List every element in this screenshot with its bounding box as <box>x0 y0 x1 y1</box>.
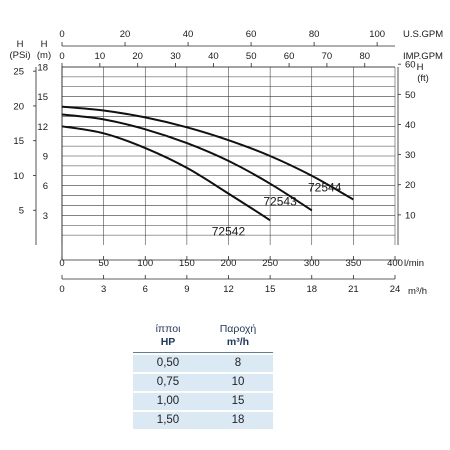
us-gpm-unit-label: U.S.GPM <box>403 29 443 40</box>
m3h-tick-label: 6 <box>143 284 148 295</box>
table-row: 1,50 18 <box>133 412 273 429</box>
m-axis-title: H <box>41 39 48 50</box>
lmin-tick-label: 100 <box>137 258 153 269</box>
header-m3h: m³/h <box>226 336 250 348</box>
us-gpm-tick-label: 20 <box>120 29 131 40</box>
psi-tick-label: 5 <box>19 206 24 217</box>
axes <box>35 45 400 280</box>
us-gpm-tick-label: 80 <box>309 29 320 40</box>
series-label-72544: 72544 <box>308 181 342 195</box>
m3h-tick-label: 24 <box>390 284 401 295</box>
lmin-tick-label: 350 <box>345 258 361 269</box>
m-tick-label: 9 <box>43 152 48 163</box>
grid <box>61 66 396 245</box>
m-tick-label: 6 <box>43 181 48 192</box>
m3h-tick-label: 12 <box>223 284 234 295</box>
ft-tick-label: 30 <box>405 150 416 161</box>
lmin-tick-label: 50 <box>98 258 109 269</box>
lmin-tick-label: 250 <box>262 258 278 269</box>
ft-tick-label: 20 <box>405 180 416 191</box>
header-flow-greek: Παροχή <box>219 323 257 335</box>
m3h-tick-label: 0 <box>59 284 64 295</box>
m3h-unit-label: m³/h <box>408 286 427 297</box>
m-axis-unit: (m) <box>37 50 51 61</box>
hp-flow-table: ίπποι Παροχή HP m³/h 0,50 8 0,75 10 1,00… <box>133 323 273 429</box>
ft-tick-label: 50 <box>405 90 416 101</box>
m-tick-label: 12 <box>37 122 48 133</box>
series-curve-72543 <box>61 113 313 212</box>
series-label-72543: 72543 <box>263 194 297 208</box>
series-curve-72544 <box>61 105 354 201</box>
ft-tick-label: 10 <box>405 210 416 221</box>
imp-gpm-tick-label: 30 <box>170 51 181 62</box>
m3h-tick-label: 9 <box>184 284 189 295</box>
m3h-tick-label: 15 <box>265 284 276 295</box>
header-hp-greek: ίπποι <box>155 323 181 335</box>
flow-value: 18 <box>231 414 245 426</box>
psi-tick-label: 15 <box>13 136 24 147</box>
header-separator <box>133 352 273 353</box>
imp-gpm-tick-label: 60 <box>284 51 295 62</box>
series: 72542 72543 72544 <box>61 105 354 238</box>
lmin-tick-label: 300 <box>304 258 320 269</box>
imp-gpm-tick-label: 50 <box>246 51 257 62</box>
lmin-tick-label: 200 <box>221 258 237 269</box>
m-tick-label: 18 <box>37 63 48 74</box>
ft-tick-label: 40 <box>405 120 416 131</box>
m3h-tick-label: 3 <box>101 284 106 295</box>
table-header-row-units: HP m³/h <box>133 336 273 349</box>
us-gpm-tick-label: 40 <box>183 29 194 40</box>
series-label-72542: 72542 <box>212 224 246 238</box>
flow-value: 10 <box>231 376 245 388</box>
header-hp: HP <box>160 336 176 348</box>
table-row: 1,00 15 <box>133 393 273 410</box>
m3h-tick-label: 21 <box>348 284 359 295</box>
us-gpm-tick-label: 100 <box>369 29 385 40</box>
flow-value: 8 <box>234 357 242 369</box>
psi-axis-title: H <box>17 39 24 50</box>
imp-gpm-tick-label: 10 <box>95 51 106 62</box>
imp-gpm-tick-label: 0 <box>59 51 64 62</box>
psi-tick-label: 20 <box>13 101 24 112</box>
psi-tick-label: 25 <box>13 67 24 78</box>
hp-value: 1,00 <box>156 395 180 407</box>
imp-gpm-tick-label: 70 <box>322 51 333 62</box>
lmin-tick-label: 0 <box>59 258 64 269</box>
lmin-tick-label: 400 <box>387 258 403 269</box>
us-gpm-tick-label: 60 <box>246 29 257 40</box>
hp-value: 0,50 <box>156 357 180 369</box>
table-header-row: ίπποι Παροχή <box>133 323 273 336</box>
ft-axis-title: H <box>417 62 424 73</box>
table-row: 0,75 10 <box>133 374 273 391</box>
ft-tick-label: 60 <box>405 60 416 71</box>
psi-axis-unit: (PSi) <box>9 50 30 61</box>
unit-labels: U.S.GPM IMP.GPM l/min m³/h H (PSi) H (m)… <box>9 29 443 297</box>
imp-gpm-tick-label: 40 <box>208 51 219 62</box>
psi-tick-label: 10 <box>13 171 24 182</box>
hp-value: 1,50 <box>156 414 180 426</box>
lmin-tick-label: 150 <box>179 258 195 269</box>
us-gpm-tick-label: 0 <box>59 29 64 40</box>
lmin-unit-label: l/min <box>404 258 424 269</box>
imp-gpm-tick-label: 20 <box>132 51 143 62</box>
hp-value: 0,75 <box>156 376 180 388</box>
m3h-tick-label: 18 <box>306 284 317 295</box>
imp-gpm-unit-label: IMP.GPM <box>403 51 443 62</box>
m-tick-label: 15 <box>37 92 48 103</box>
imp-gpm-tick-label: 80 <box>359 51 370 62</box>
flow-value: 15 <box>231 395 245 407</box>
m-tick-label: 3 <box>43 211 48 222</box>
ft-axis-unit: (ft) <box>417 73 429 84</box>
table-row: 0,50 8 <box>133 355 273 372</box>
series-curve-72542 <box>61 125 271 222</box>
